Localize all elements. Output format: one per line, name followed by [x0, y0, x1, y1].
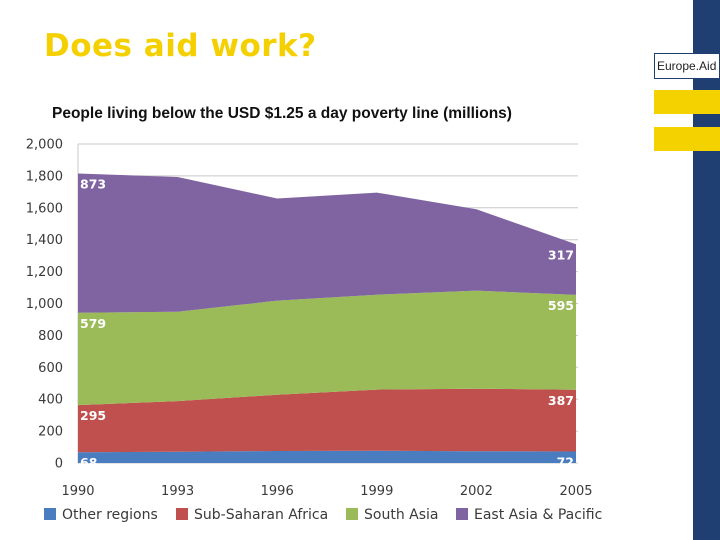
legend-swatch [346, 508, 358, 520]
area-south-asia [78, 290, 576, 406]
legend-swatch [44, 508, 56, 520]
y-tick-label: 0 [55, 457, 63, 472]
legend-label: Other regions [62, 507, 158, 523]
data-label: 317 [548, 247, 574, 262]
legend: Other regions Sub-Saharan Africa South Asi… [44, 507, 602, 523]
y-tick-label: 1,000 [26, 297, 63, 312]
x-tick-label: 2002 [460, 484, 493, 499]
y-tick-label: 1,600 [26, 201, 63, 216]
x-axis-ticks: 1990 1993 1996 1999 2002 2005 [61, 484, 592, 499]
poverty-area-chart: People living below the USD $1.25 a day … [26, 105, 603, 523]
area-other-regions [78, 450, 576, 463]
y-tick-label: 200 [38, 425, 63, 440]
stacked-areas [78, 173, 576, 463]
data-labels: 68 72 295 387 579 595 873 317 [80, 177, 574, 471]
y-tick-label: 1,200 [26, 265, 63, 280]
chart-title: People living below the USD $1.25 a day … [52, 105, 512, 122]
legend-swatch [456, 508, 468, 520]
y-tick-label: 600 [38, 361, 63, 376]
brand-side-panel [693, 0, 720, 540]
brand-label: Europe.Aid [654, 53, 720, 79]
legend-swatch [176, 508, 188, 520]
x-tick-label: 1990 [61, 484, 94, 499]
y-tick-label: 2,000 [26, 138, 63, 153]
data-label: 387 [548, 393, 574, 408]
data-label: 72 [557, 455, 574, 470]
legend-label: Sub-Saharan Africa [194, 507, 328, 523]
legend-label: South Asia [364, 507, 438, 523]
x-tick-label: 1996 [261, 484, 294, 499]
x-tick-label: 1999 [360, 484, 393, 499]
data-label: 579 [80, 316, 106, 331]
y-axis-ticks: 0 200 400 600 800 1,000 1,200 1,400 1,600 1,800 2,… [26, 138, 63, 472]
data-label: 873 [80, 177, 106, 192]
brand-stripe-bottom [654, 127, 720, 151]
area-sub-saharan-africa [78, 388, 576, 453]
data-label: 595 [548, 298, 574, 313]
slide-title: Does aid work? [44, 28, 317, 64]
y-tick-label: 400 [38, 393, 63, 408]
brand-stripe-top [654, 90, 720, 114]
x-tick-label: 1993 [161, 484, 194, 499]
data-label: 68 [80, 455, 97, 470]
y-tick-label: 1,400 [26, 233, 63, 248]
y-tick-label: 1,800 [26, 169, 63, 184]
data-label: 295 [80, 408, 106, 423]
area-east-asia-pacific [78, 173, 576, 313]
y-tick-label: 800 [38, 329, 63, 344]
legend-label: East Asia & Pacific [474, 507, 602, 523]
x-tick-label: 2005 [559, 484, 592, 499]
